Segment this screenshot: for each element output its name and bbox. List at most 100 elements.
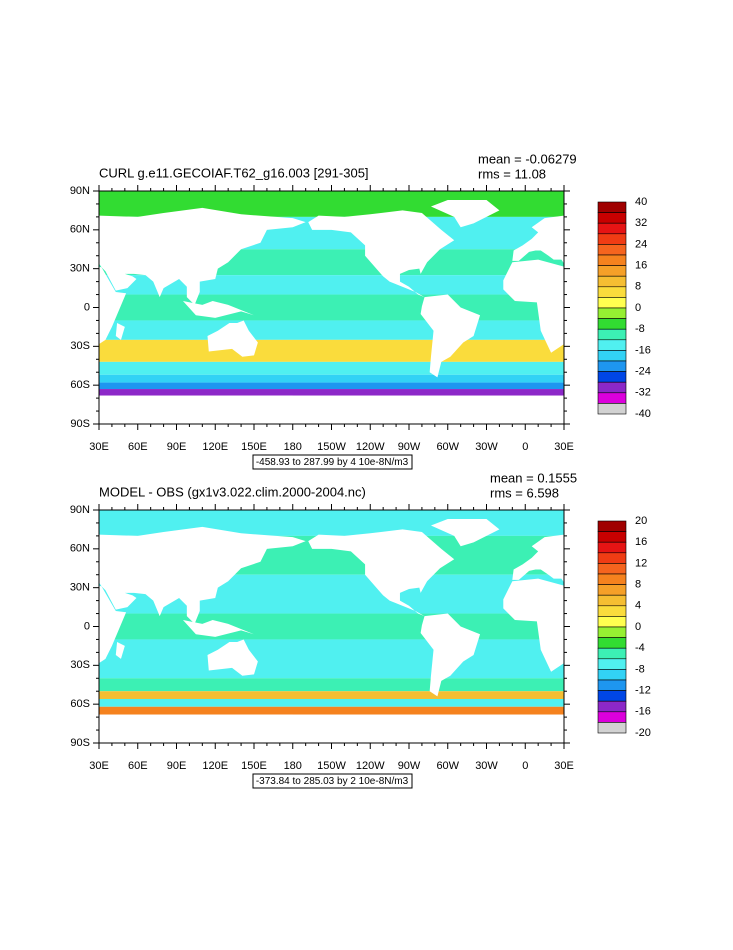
colorbar-box xyxy=(597,594,627,607)
colorbar-box xyxy=(597,350,627,362)
land xyxy=(207,320,258,357)
colorbar-box xyxy=(597,403,627,415)
lon-label: 180 xyxy=(284,760,302,772)
rms-text: rms = 6.598 xyxy=(490,485,559,500)
colorbar-label: -4 xyxy=(635,642,645,654)
panel-title: MODEL - OBS (gx1v3.022.clim.2000-2004.nc… xyxy=(99,484,366,499)
colorbar-box xyxy=(597,381,627,394)
lon-label: 120W xyxy=(356,760,385,772)
mean-text: mean = -0.06279 xyxy=(478,151,577,166)
mean-text: mean = 0.1555 xyxy=(490,470,577,485)
colorbar-box xyxy=(597,573,627,585)
colorbar-label: 0 xyxy=(635,302,641,314)
colorbar-box xyxy=(597,212,627,224)
lon-label: 150E xyxy=(241,441,267,453)
land xyxy=(99,526,306,624)
colorbar-box xyxy=(597,286,627,298)
map-area xyxy=(99,191,564,424)
ocean-band xyxy=(99,374,564,383)
info-text: -458.93 to 287.99 by 4 10e-8N/m3 xyxy=(256,457,409,468)
colorbar-label: 20 xyxy=(635,515,647,527)
lat-label: 30N xyxy=(70,263,90,275)
land xyxy=(182,301,254,318)
ocean-band xyxy=(99,639,564,679)
land xyxy=(292,715,564,743)
colorbar-box xyxy=(597,669,627,681)
lon-label: 90W xyxy=(398,760,421,772)
lon-label: 150W xyxy=(317,441,346,453)
colorbar-box xyxy=(597,244,627,256)
ocean-band xyxy=(99,382,564,390)
land xyxy=(308,529,455,617)
colorbar-box xyxy=(597,541,627,554)
colorbar-label: -12 xyxy=(635,685,651,697)
ocean-band xyxy=(99,361,564,375)
land xyxy=(308,210,455,298)
land xyxy=(99,266,127,345)
land xyxy=(420,613,481,697)
colorbar-box xyxy=(597,584,627,596)
colorbar-box xyxy=(597,254,627,266)
lat-label: 90S xyxy=(70,737,90,749)
colorbar-box xyxy=(597,700,627,713)
colorbar-label: 24 xyxy=(635,238,647,250)
lon-label: 0 xyxy=(522,441,528,453)
lon-label: 90E xyxy=(167,760,187,772)
colorbar-box xyxy=(597,711,627,723)
colorbar-box xyxy=(597,616,627,628)
colorbar-box xyxy=(597,328,627,341)
ocean-band xyxy=(99,320,564,340)
colorbar-label: -8 xyxy=(635,663,645,675)
lon-label: 120E xyxy=(202,441,228,453)
colorbar-box xyxy=(597,626,627,638)
lon-label: 120W xyxy=(356,441,385,453)
lat-label: 90N xyxy=(70,504,90,516)
lon-label: 120E xyxy=(202,760,228,772)
colorbar-box xyxy=(597,679,627,691)
land xyxy=(182,620,254,637)
colorbar-box xyxy=(597,371,627,383)
colorbar-label: 8 xyxy=(635,281,641,293)
land xyxy=(99,207,306,305)
colorbar-label: 4 xyxy=(635,600,641,612)
colorbar-box xyxy=(597,265,627,277)
ocean-band xyxy=(99,613,564,640)
colorbar-label: -8 xyxy=(635,323,645,335)
colorbar-label: 16 xyxy=(635,260,647,272)
colorbar-label: -16 xyxy=(635,706,651,718)
lon-label: 60E xyxy=(128,760,148,772)
lat-label: 60N xyxy=(70,543,90,555)
lat-label: 60S xyxy=(70,379,90,391)
lat-label: 0 xyxy=(84,620,90,632)
land xyxy=(115,642,125,659)
lon-label: 90E xyxy=(167,441,187,453)
colorbar-box xyxy=(597,318,627,330)
ocean-band xyxy=(99,698,564,707)
lon-label: 30E xyxy=(554,760,574,772)
land xyxy=(207,639,258,676)
land xyxy=(115,323,125,340)
lon-label: 30W xyxy=(475,760,498,772)
land xyxy=(99,395,293,424)
colorbar-box xyxy=(597,233,627,245)
info-text: -373.84 to 285.03 by 2 10e-8N/m3 xyxy=(256,776,409,787)
lat-label: 30S xyxy=(70,340,90,352)
lon-label: 180 xyxy=(284,441,302,453)
colorbar-box xyxy=(597,520,627,532)
ocean-band xyxy=(99,678,564,692)
land xyxy=(99,585,127,664)
land xyxy=(99,714,293,743)
colorbar-box xyxy=(597,297,627,309)
colorbar-label: -20 xyxy=(635,727,651,739)
colorbar-label: -40 xyxy=(635,408,651,420)
colorbar-box xyxy=(597,201,627,213)
ocean-band xyxy=(99,339,564,362)
ocean-band xyxy=(99,691,564,699)
colorbar-box xyxy=(597,392,627,404)
ocean-band xyxy=(99,275,564,295)
colorbar-box xyxy=(597,647,627,660)
colorbar-box xyxy=(597,563,627,575)
land xyxy=(503,259,564,353)
land xyxy=(292,396,564,424)
